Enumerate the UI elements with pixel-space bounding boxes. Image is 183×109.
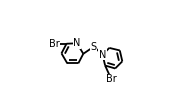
- Text: Br: Br: [49, 39, 60, 49]
- Text: Br: Br: [106, 74, 117, 84]
- Text: N: N: [99, 50, 106, 60]
- Text: N: N: [73, 38, 81, 48]
- Text: S: S: [91, 42, 97, 52]
